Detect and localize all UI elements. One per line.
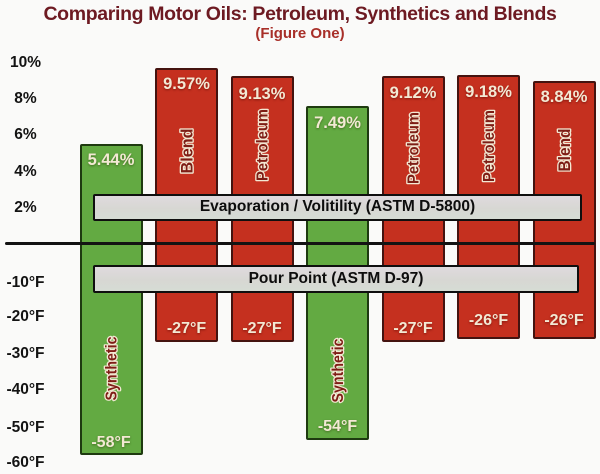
svg-text:Blend: Blend xyxy=(556,129,574,172)
svg-text:Petroleum: Petroleum xyxy=(406,112,423,184)
svg-text:Synthetic: Synthetic xyxy=(330,338,347,402)
svg-text:Petroleum: Petroleum xyxy=(481,110,498,182)
svg-text:Blend: Blend xyxy=(178,129,196,174)
svg-text:Petroleum: Petroleum xyxy=(255,109,272,181)
svg-text:Synthetic: Synthetic xyxy=(104,336,121,400)
